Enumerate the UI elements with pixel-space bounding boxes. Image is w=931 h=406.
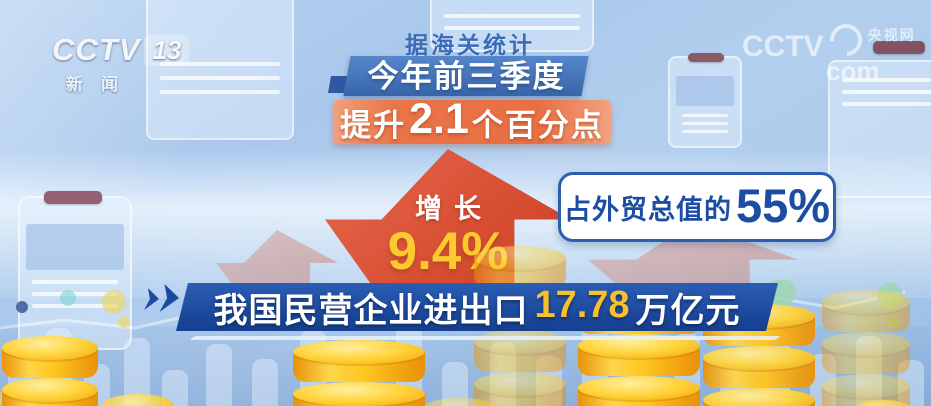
card-line [32, 292, 118, 296]
card-line [842, 102, 931, 106]
clipboard-clip [44, 191, 102, 204]
document-card [430, 0, 594, 52]
cctv-logo-text: CCTV [52, 32, 141, 67]
card-band [26, 224, 124, 270]
channel-number: 13 [144, 34, 190, 66]
increase-prefix: 提升 [340, 107, 407, 143]
dot-marker [16, 301, 28, 313]
coin-stack [2, 336, 98, 406]
map-pin-icon [887, 316, 899, 328]
dot-marker [60, 290, 76, 306]
card-line [682, 130, 728, 133]
card-band [676, 76, 734, 106]
folder-tab-bar [873, 41, 925, 54]
coin-stack [822, 290, 910, 406]
period-box: 今年前三季度 [343, 56, 589, 96]
clipboard-clip [688, 53, 724, 62]
card-line [682, 122, 728, 125]
share-value: 55% [735, 178, 831, 232]
card-line [160, 90, 280, 94]
map-pin-icon [877, 283, 903, 309]
watermark-site-name: 央视网 [867, 27, 916, 43]
clipboard-card [18, 191, 132, 350]
dot-marker [102, 290, 126, 314]
card-line [842, 90, 931, 94]
coin-stack [293, 340, 425, 406]
dot-marker [118, 316, 130, 328]
card-line [444, 14, 580, 18]
card-line [444, 26, 580, 30]
card-line [160, 62, 280, 66]
card-line [842, 78, 931, 82]
cctv13-logo: CCTV 13 新闻 [52, 32, 190, 95]
card-line [682, 114, 728, 117]
card-line [160, 76, 280, 80]
coin-stack [420, 398, 500, 406]
headline-prefix: 我国民营企业进出口 [213, 291, 529, 330]
card-line [32, 280, 118, 284]
document-card [828, 60, 931, 198]
period-label: 今年前三季度 [367, 58, 566, 94]
channel-subtitle: 新闻 [66, 75, 136, 94]
headline-banner: 我国民营企业进出口 17.78 万亿元 [176, 283, 778, 331]
coin-stack [853, 400, 915, 406]
increase-value: 2.1 [409, 94, 469, 143]
headline-value: 17.78 [534, 284, 630, 326]
banner-underline [189, 336, 781, 340]
trade-share-box: 占外贸总值的 55% [558, 172, 836, 242]
growth-label: 增长 [415, 194, 493, 224]
share-prefix: 占外贸总值的 [563, 194, 732, 225]
watermark-cctv-text: CCTV [742, 30, 824, 63]
watermark-com-text: com [826, 56, 880, 86]
card-line [32, 304, 118, 308]
document-card [146, 0, 294, 140]
increase-box: 提升 2.1 个百分点 [333, 95, 611, 144]
source-note: 据海关统计 [405, 32, 535, 58]
cctv-com-watermark: CCTV 央视网 com [742, 17, 916, 86]
increase-suffix: 个百分点 [471, 107, 604, 143]
coin-stack [102, 394, 174, 406]
clipboard-card [668, 53, 742, 148]
headline-suffix: 万亿元 [635, 291, 741, 330]
